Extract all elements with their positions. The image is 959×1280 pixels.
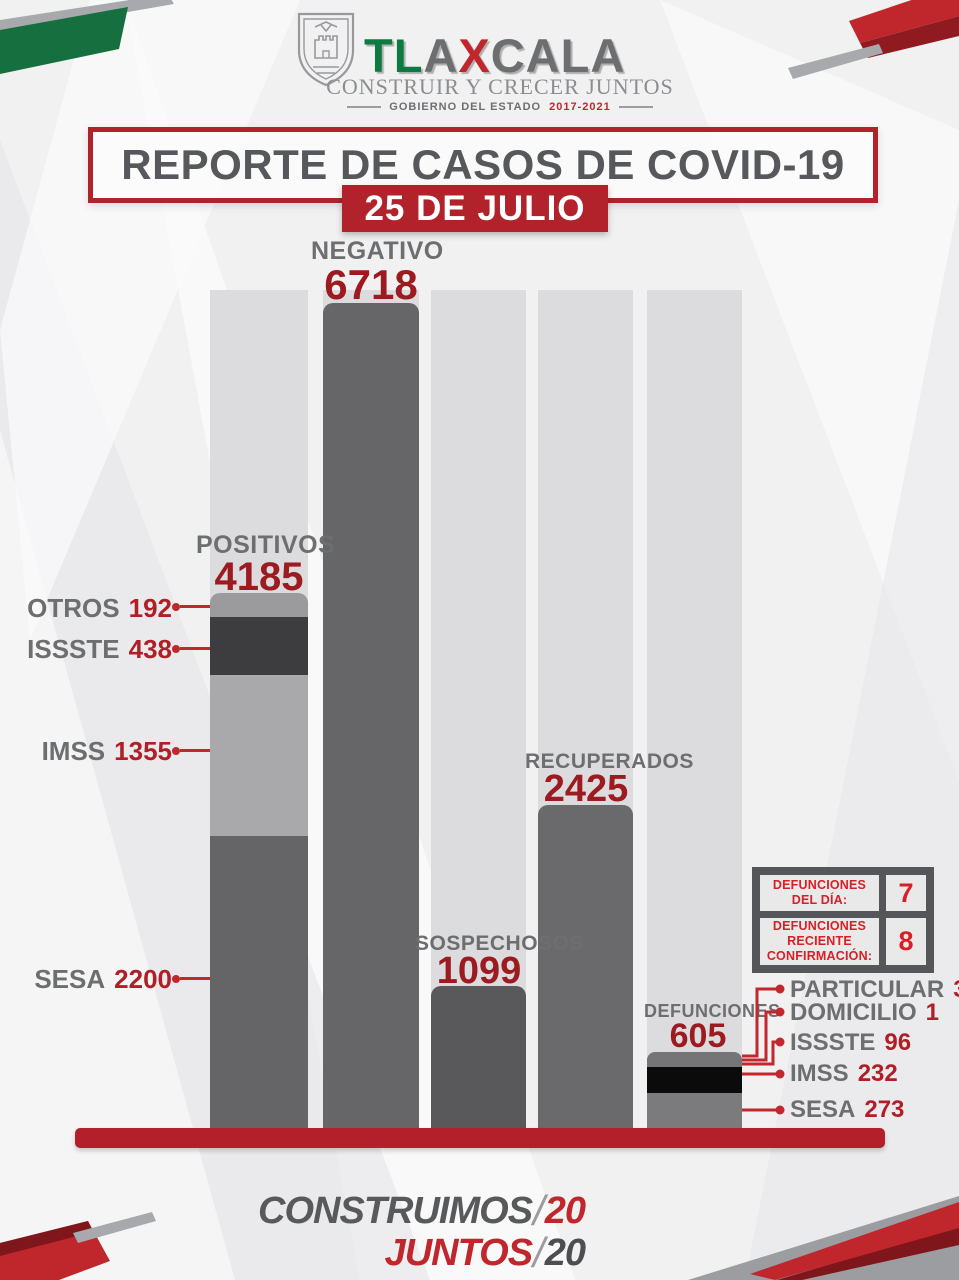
breakdown-value: 273 [864, 1096, 905, 1123]
breakdown-label: SESA [790, 1096, 856, 1123]
logo-letters-cala: CALA [490, 29, 626, 82]
breakdown-defunciones-particular: PARTICULAR 3 [790, 976, 959, 1004]
bar-label-positivos: POSITIVOS [196, 531, 336, 559]
breakdown-value: 96 [884, 1029, 912, 1056]
report-date-badge: 25 DE JULIO [342, 185, 608, 232]
connector-line-sesa [172, 974, 210, 983]
breakdown-value: 1355 [114, 736, 172, 766]
bar-track-defunciones [647, 290, 742, 1128]
bar-label-sospechosos: SOSPECHOSOS [415, 932, 584, 955]
bar-label-negativo: NEGATIVO [311, 237, 444, 265]
deaths-confirmed-label: DEFUNCIONES RECIENTE CONFIRMACIÓN: [766, 919, 873, 963]
breakdown-label: OTROS [27, 593, 120, 623]
breakdown-label: ISSSTE [27, 634, 120, 664]
logo-wordmark: TLAXCALA [364, 28, 625, 83]
connector-line-imss [172, 746, 210, 755]
slash-divider: / [533, 1187, 545, 1234]
breakdown-positivos-otros: OTROS 192 [0, 593, 172, 624]
footer-line-1: CONSTRUIMOS/20 [250, 1188, 586, 1232]
bar-sospechosos [431, 986, 526, 1128]
government-line: GOBIERNO DEL ESTADO 2017-2021 [300, 101, 700, 113]
breakdown-label: DOMICILIO [790, 999, 917, 1026]
dash-right [618, 106, 653, 108]
bar-defunciones-segment-sesa [647, 1093, 742, 1128]
breakdown-defunciones-imss: IMSS 232 [790, 1060, 898, 1088]
bar-value-recuperados: 2425 [543, 768, 629, 810]
bar-negativo [323, 303, 419, 1128]
breakdown-value: 2200 [114, 964, 172, 994]
connector-line-issste [172, 644, 210, 653]
bar-recuperados [538, 805, 633, 1128]
corner-ribbon-bottom-left [0, 1212, 156, 1280]
slash-divider: / [533, 1229, 545, 1276]
gov-years: 2017-2021 [549, 101, 611, 113]
breakdown-label: SESA [34, 964, 106, 994]
deaths-confirmed-value: 8 [898, 926, 914, 956]
breakdown-value: 1 [925, 999, 940, 1026]
bar-positivos-segment-otros [210, 593, 308, 617]
deaths-today-label-cell: DEFUNCIONES DEL DÍA: [760, 875, 879, 911]
connector-line-otros [172, 602, 210, 611]
deaths-confirmed-value-cell: 8 [886, 918, 926, 965]
tlaxcala-crest-icon [297, 12, 355, 87]
bar-label-recuperados: RECUPERADOS [525, 750, 694, 773]
footer-word-juntos: JUNTOS [384, 1232, 533, 1274]
breakdown-label: IMSS [41, 736, 106, 766]
corner-ribbon-bottom-right [688, 1196, 959, 1280]
bar-positivos-segment-imss [210, 675, 308, 836]
footer-word-construimos: CONSTRUIMOS [258, 1190, 533, 1232]
logo-letter-a: A [423, 29, 459, 82]
breakdown-label: PARTICULAR [790, 976, 945, 1003]
breakdown-value: 232 [857, 1060, 898, 1087]
logo-letter-x: X [458, 29, 491, 82]
breakdown-value: 438 [128, 634, 172, 664]
dash-left [347, 106, 382, 108]
chart-baseline [75, 1128, 885, 1148]
breakdown-defunciones-sesa: SESA 273 [790, 1096, 904, 1124]
deaths-summary-box: DEFUNCIONES DEL DÍA: 7 DEFUNCIONES RECIE… [752, 867, 934, 973]
breakdown-label: IMSS [790, 1060, 849, 1087]
corner-ribbon-top-left [0, 0, 174, 74]
bar-value-negativo: 6718 [324, 261, 418, 308]
breakdown-value: 3 [953, 976, 959, 1003]
gov-prefix: GOBIERNO DEL ESTADO [389, 101, 542, 113]
footer-line-2: JUNTOS/20 [250, 1230, 586, 1274]
deaths-today-label: DEFUNCIONES DEL DÍA: [772, 878, 867, 907]
footer-num-20-top: 20 [544, 1190, 586, 1232]
bar-value-positivos: 4185 [214, 555, 304, 599]
corner-ribbon-top-right [788, 0, 959, 79]
footer-wordmark: CONSTRUIMOS/20 JUNTOS/20 [250, 1188, 586, 1274]
bar-value-sospechosos: 1099 [436, 950, 522, 992]
breakdown-defunciones-domicilio: DOMICILIO 1 [790, 999, 939, 1027]
breakdown-defunciones-issste: ISSSTE 96 [790, 1029, 911, 1057]
breakdown-positivos-sesa: SESA 2200 [0, 964, 172, 995]
header-tagline: CONSTRUIR Y CRECER JUNTOS [326, 74, 674, 99]
deaths-confirmed-label-cell: DEFUNCIONES RECIENTE CONFIRMACIÓN: [760, 918, 879, 965]
breakdown-label: ISSSTE [790, 1029, 876, 1056]
deaths-today-value-cell: 7 [886, 875, 926, 911]
breakdown-positivos-imss: IMSS 1355 [0, 736, 172, 767]
bar-positivos-segment-sesa [210, 836, 308, 1128]
breakdown-value: 192 [128, 593, 172, 623]
footer-num-20-bottom: 20 [544, 1232, 586, 1274]
bar-value-defunciones: 605 [669, 1017, 727, 1055]
bar-defunciones-segment-imss [647, 1067, 742, 1093]
bar-defunciones-segment-top [647, 1052, 742, 1067]
breakdown-positivos-issste: ISSSTE 438 [0, 634, 172, 665]
bar-positivos-segment-issste [210, 617, 308, 675]
deaths-today-value: 7 [898, 877, 914, 908]
logo-letters-tl: TL [364, 29, 424, 82]
